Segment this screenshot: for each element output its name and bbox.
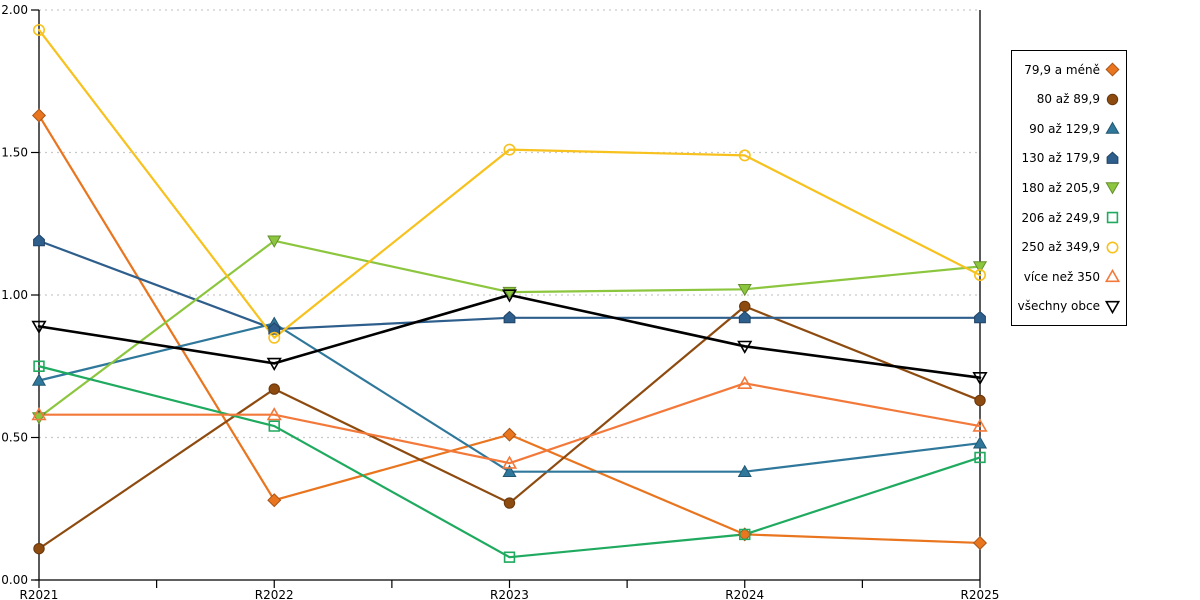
circle-marker	[503, 143, 516, 156]
triangle-down-marker	[267, 235, 282, 248]
y-tick-label: 0.50	[1, 431, 28, 445]
x-tick-label: R2024	[725, 588, 764, 600]
series-line	[37, 365, 982, 559]
triangle-up-marker-legend	[1105, 121, 1120, 135]
square-marker	[503, 551, 516, 563]
square-marker	[33, 360, 45, 372]
triangle-up-marker	[31, 373, 47, 386]
circle-marker-legend	[1106, 241, 1119, 254]
legend-label: více než 350	[1023, 269, 1100, 284]
legend-marker-icon	[1105, 300, 1120, 314]
circle-marker	[738, 149, 751, 162]
legend-label: 130 až 179,9	[1021, 151, 1100, 166]
legend: 79,9 a méně 80 až 89,9 90 až 129,9 130 až 1…	[1011, 50, 1127, 326]
circle-marker	[739, 300, 751, 313]
pentagon-marker	[974, 310, 986, 324]
circle-marker	[33, 542, 45, 555]
circle-marker	[974, 394, 986, 407]
triangle-down-marker-legend	[1105, 182, 1120, 195]
legend-item-2: 80 až 89,9	[1014, 92, 1120, 107]
legend-label: 90 až 129,9	[1029, 121, 1100, 136]
legend-marker-icon	[1105, 269, 1120, 283]
triangle-down-marker	[31, 320, 47, 334]
series-line	[37, 305, 982, 550]
legend-item-8: více než 350	[1014, 269, 1120, 284]
triangle-up-marker	[31, 407, 47, 421]
legend-marker-icon	[1105, 121, 1120, 135]
legend-item-5: 180 až 205,9	[1014, 180, 1120, 195]
pentagon-marker	[33, 233, 45, 247]
circle-marker	[32, 23, 45, 36]
legend-marker-icon	[1106, 241, 1119, 254]
square-marker	[739, 528, 751, 541]
legend-label: 180 až 205,9	[1021, 180, 1100, 195]
diamond-marker	[31, 108, 47, 123]
legend-marker-icon	[1105, 62, 1120, 77]
circle-marker-legend	[1106, 93, 1119, 106]
pentagon-marker	[503, 310, 516, 324]
square-marker	[268, 420, 280, 432]
diamond-marker	[972, 535, 988, 550]
legend-item-3: 90 až 129,9	[1014, 121, 1120, 136]
triangle-down-marker	[266, 357, 282, 372]
triangle-down-marker	[972, 261, 988, 274]
triangle-down-marker	[737, 340, 753, 354]
legend-item-6: 206 až 249,9	[1014, 210, 1120, 225]
pentagon-marker	[268, 322, 281, 335]
circle-marker	[268, 383, 280, 395]
pentagon-marker	[738, 310, 751, 324]
legend-item-9: všechny obce	[1014, 299, 1120, 314]
legend-label: 79,9 a méně	[1024, 62, 1100, 77]
square-marker-legend	[1106, 211, 1119, 224]
y-tick-label: 1.50	[1, 146, 28, 160]
circle-marker	[268, 331, 281, 344]
triangle-down-marker-legend	[1105, 300, 1120, 314]
legend-marker-icon	[1106, 151, 1119, 164]
y-tick-label: 1.00	[1, 288, 28, 302]
diamond-marker	[502, 427, 517, 442]
triangle-down-marker	[31, 412, 47, 425]
triangle-up-marker	[266, 407, 282, 421]
circle-marker	[503, 497, 516, 509]
pentagon-marker-legend	[1106, 151, 1119, 164]
series-line	[37, 114, 982, 545]
series-line	[37, 239, 982, 419]
legend-item-1: 79,9 a méně	[1014, 62, 1120, 77]
diamond-marker	[267, 493, 282, 508]
triangle-up-marker	[972, 418, 988, 432]
triangle-down-marker	[972, 372, 988, 386]
x-tick-label: R2022	[255, 588, 294, 600]
triangle-up-marker	[737, 375, 753, 389]
triangle-down-marker	[737, 284, 752, 297]
triangle-up-marker	[737, 464, 752, 477]
diamond-marker-legend	[1105, 62, 1120, 77]
triangle-down-marker	[501, 289, 518, 303]
x-tick-label: R2023	[490, 588, 529, 600]
legend-label: všechny obce	[1017, 299, 1100, 314]
legend-label: 80 až 89,9	[1036, 92, 1100, 107]
y-tick-label: 2.00	[1, 3, 28, 17]
series-line	[37, 293, 982, 379]
legend-marker-icon	[1105, 182, 1120, 195]
legend-label: 206 až 249,9	[1021, 210, 1100, 225]
legend-marker-icon	[1106, 93, 1119, 106]
triangle-up-marker-legend	[1105, 269, 1120, 283]
triangle-up-marker	[972, 436, 988, 449]
triangle-up-marker	[501, 455, 518, 469]
legend-marker-icon	[1106, 211, 1119, 224]
series-line	[37, 382, 982, 465]
y-tick-label: 0.00	[1, 573, 28, 587]
legend-label: 250 až 349,9	[1021, 240, 1100, 255]
circle-marker	[973, 269, 986, 282]
series-line	[37, 322, 982, 473]
series-line	[37, 28, 982, 339]
legend-item-4: 130 až 179,9	[1014, 151, 1120, 166]
x-tick-label: R2021	[20, 588, 59, 600]
square-marker	[974, 451, 986, 464]
triangle-up-marker	[502, 464, 517, 477]
legend-item-7: 250 až 349,9	[1014, 240, 1120, 255]
x-tick-label: R2025	[961, 588, 1000, 600]
